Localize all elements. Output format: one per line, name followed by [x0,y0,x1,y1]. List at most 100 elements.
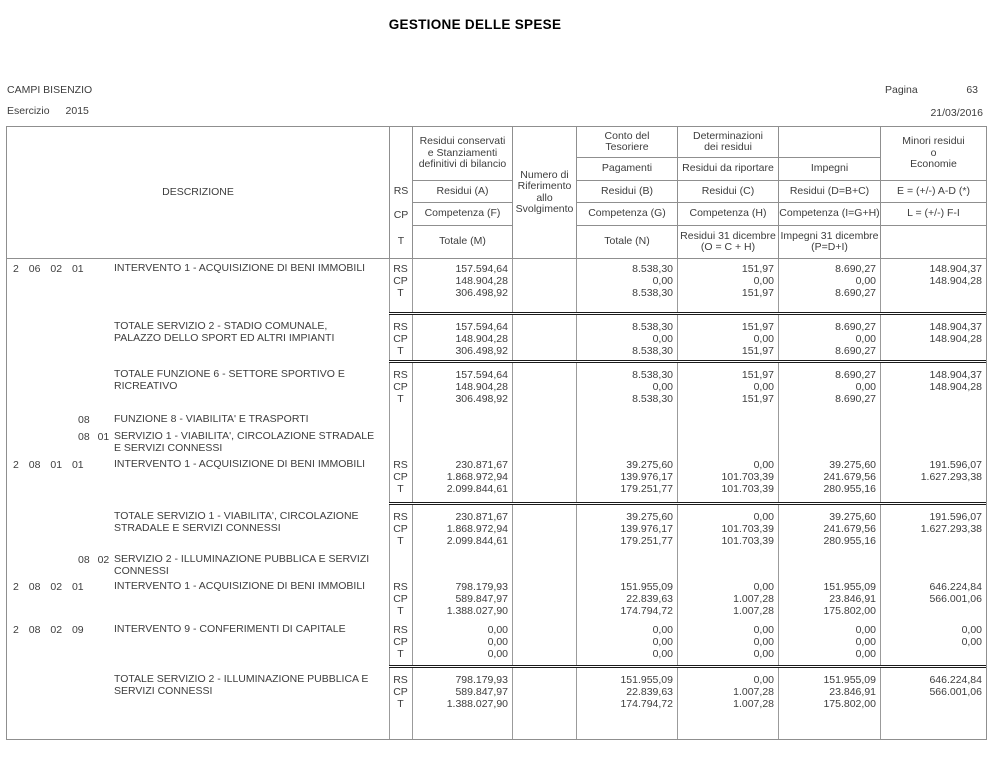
residui-a-value: 798.179,93 [455,581,508,593]
minori-residui-value: 148.904,28 [929,333,982,345]
impegni-cell: 8.690,27 0,00 8.690,27 [778,263,880,312]
impegni-cell: 39.275,60 241.679,56 280.955,16 [778,511,880,550]
table-row: 08 FUNZIONE 8 - VIABILITA' E TRASPORTI [7,410,986,427]
page-indicator: Pagina 63 [885,84,978,96]
header-formula-e: E = (+/-) A-D (*) [880,181,986,203]
pagamenti-cell: 8.538,30 0,00 8.538,30 [576,321,677,360]
minori-residui-cell: 0,00 0,00 [880,624,986,665]
residui-a-cell: 157.594,64 148.904,28 306.498,92 [412,263,512,312]
rs-cp-t-cell: RS CP T [389,581,412,620]
table-body: 2 06 02 01 INTERVENTO 1 - ACQUISIZIONE DI… [7,259,986,739]
residui-da-riportare-value: 0,00 [753,511,774,523]
residui-da-riportare-value: 0,00 [753,381,774,393]
residui-da-riportare-value: 0,00 [753,333,774,345]
table-row: 08 01 SERVIZIO 1 - VIABILITA', CIRCOLAZIO… [7,427,986,455]
header-totale-m: Totale (M) [412,226,512,258]
row-code [7,369,114,410]
header-competenza-g: Competenza (G) [576,203,677,226]
rs-marker: RS [393,263,408,275]
residui-a-value: 1.868.972,94 [446,471,508,483]
table-row: TOTALE SERVIZIO 1 - VIABILITA', CIRCOLAZ… [7,505,986,550]
minori-residui-value: 0,00 [961,636,982,648]
column-separator [512,259,513,739]
table-row: TOTALE FUNZIONE 6 - SETTORE SPORTIVO E R… [7,363,986,410]
row-description: TOTALE FUNZIONE 6 - SETTORE SPORTIVO E R… [114,368,345,392]
pagamenti-value: 8.538,30 [632,321,673,333]
pagamenti-value: 179.251,77 [620,535,673,547]
residui-a-value: 230.871,67 [455,459,508,471]
numero-riferimento-cell [512,581,576,620]
rs-marker: CP [393,333,408,345]
minori-residui-cell: 191.596,07 1.627.293,38 [880,459,986,502]
pagamenti-value: 0,00 [652,624,673,636]
impegni-value: 8.690,27 [835,321,876,333]
residui-a-value: 148.904,28 [455,275,508,287]
impegni-value: 23.846,91 [829,686,876,698]
residui-a-value: 2.099.844,61 [446,535,508,547]
row-description: FUNZIONE 8 - VIABILITA' E TRASPORTI [114,413,309,425]
entity-name: CAMPI BISENZIO [7,84,93,96]
residui-a-value: 148.904,28 [455,381,508,393]
residui-da-riportare-value: 151,97 [741,393,774,405]
impegni-value: 0,00 [855,636,876,648]
impegni-value: 0,00 [855,333,876,345]
rs-marker: T [397,287,404,299]
column-separator [576,259,577,739]
total-separator [389,665,986,668]
numero-riferimento-cell [512,511,576,550]
residui-da-riportare-cell: 0,00 1.007,28 1.007,28 [677,581,778,620]
pagamenti-value: 8.538,30 [632,287,673,299]
numero-riferimento-cell [512,263,576,312]
residui-da-riportare-cell: 0,00 1.007,28 1.007,28 [677,674,778,739]
minori-residui-value: 148.904,37 [929,321,982,333]
minori-residui-value: 566.001,06 [929,686,982,698]
row-description: INTERVENTO 9 - CONFERIMENTI DI CAPITALE [114,623,346,635]
total-separator [389,360,986,363]
exercise-year: 2015 [65,105,89,117]
residui-da-riportare-value: 151,97 [741,263,774,275]
pagamenti-value: 174.794,72 [620,605,673,617]
residui-a-cell: 157.594,64 148.904,28 306.498,92 [412,369,512,410]
residui-da-riportare-value: 151,97 [741,321,774,333]
residui-a-value: 157.594,64 [455,321,508,333]
impegni-cell: 39.275,60 241.679,56 280.955,16 [778,459,880,502]
report-title: GESTIONE DELLE SPESE [388,17,562,32]
rs-cp-t-cell: RS CP T [389,624,412,665]
impegni-value: 151.955,09 [823,674,876,686]
residui-a-value: 306.498,92 [455,287,508,299]
exercise-indicator: Esercizio 2015 [7,105,89,117]
minori-residui-value: 191.596,07 [929,459,982,471]
header-numero-riferimento: Numero di Riferimento allo Svolgimento [512,127,576,258]
header-descrizione: DESCRIZIONE [162,185,234,198]
row-code: 08 01 [78,431,110,443]
residui-a-cell: 230.871,67 1.868.972,94 2.099.844,61 [412,511,512,550]
header-residui-c: Residui (C) [677,181,778,203]
pagamenti-value: 0,00 [652,636,673,648]
residui-da-riportare-value: 0,00 [753,624,774,636]
minori-residui-cell: 646.224,84 566.001,06 [880,674,986,739]
pagamenti-value: 0,00 [652,333,673,345]
residui-a-value: 306.498,92 [455,345,508,357]
residui-a-cell: 157.594,64 148.904,28 306.498,92 [412,321,512,360]
header-residui-31-dicembre: Residui 31 dicembre (O = C + H) [677,226,778,258]
pagamenti-cell: 0,00 0,00 0,00 [576,624,677,665]
residui-a-cell: 230.871,67 1.868.972,94 2.099.844,61 [412,459,512,502]
header-rs-cp-t-column: RS CP T [389,127,412,258]
minori-residui-cell: 191.596,07 1.627.293,38 [880,511,986,550]
header-formula-l: L = (+/-) F-I [880,203,986,226]
residui-da-riportare-value: 101.703,39 [721,523,774,535]
row-description: INTERVENTO 1 - ACQUISIZIONE DI BENI IMMO… [114,262,366,274]
header-competenza-f: Competenza (F) [412,203,512,226]
row-left: 08 02 SERVIZIO 2 - ILLUMINAZIONE PUBBLICA… [7,553,389,577]
header-impegni: Impegni [778,158,880,181]
impegni-value: 151.955,09 [823,581,876,593]
residui-a-value: 0,00 [487,624,508,636]
pagamenti-value: 8.538,30 [632,345,673,357]
column-separator [778,259,779,739]
impegni-value: 8.690,27 [835,263,876,275]
impegni-value: 39.275,60 [829,511,876,523]
residui-da-riportare-value: 151,97 [741,287,774,299]
impegni-value: 0,00 [855,275,876,287]
column-separator [880,259,881,739]
minori-residui-value: 148.904,37 [929,263,982,275]
